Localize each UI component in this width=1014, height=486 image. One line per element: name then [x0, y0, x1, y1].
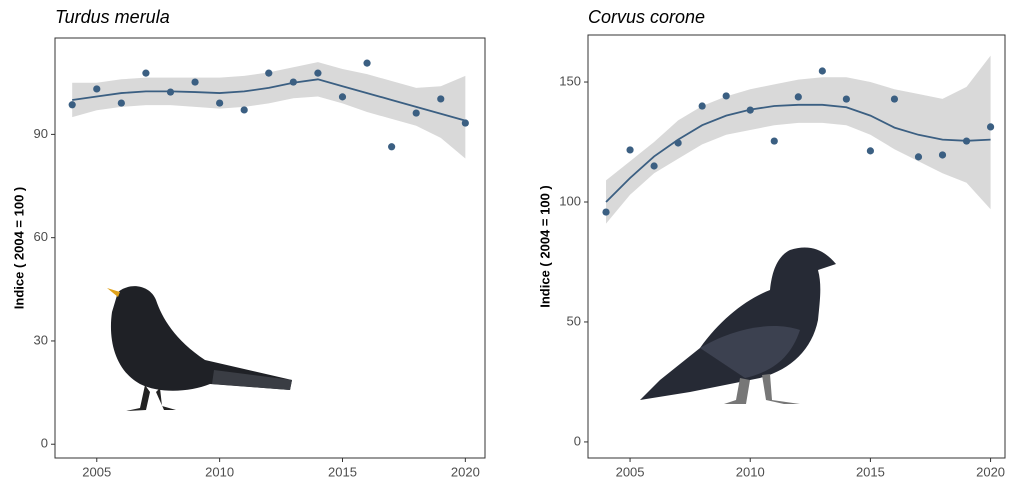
data-point	[770, 137, 778, 145]
data-point	[412, 109, 420, 117]
x-tick-label: 2015	[328, 464, 357, 479]
x-tick-label: 2005	[82, 464, 111, 479]
bird-shape	[724, 374, 800, 404]
data-point	[602, 208, 610, 216]
data-point	[818, 67, 826, 75]
x-tick-label: 2020	[976, 464, 1005, 479]
data-point	[265, 69, 273, 77]
data-point	[191, 78, 199, 86]
y-tick-label: 50	[567, 313, 581, 328]
y-tick-label: 30	[34, 332, 48, 347]
data-point	[866, 147, 875, 155]
data-point	[698, 102, 706, 110]
data-point	[142, 69, 150, 77]
y-tick-label: 90	[34, 126, 48, 141]
bird-shape	[110, 286, 293, 391]
data-point	[93, 85, 101, 93]
x-tick-label: 2010	[736, 464, 765, 479]
bird-shape	[107, 288, 120, 297]
data-point	[914, 153, 923, 161]
data-point	[746, 106, 754, 114]
plot-frame	[587, 34, 1006, 459]
data-point	[842, 95, 850, 103]
data-point	[986, 123, 995, 131]
data-point	[216, 99, 224, 107]
trend-line	[605, 103, 991, 203]
bird-shape	[212, 370, 292, 390]
data-point	[938, 151, 947, 159]
data-point	[461, 119, 469, 127]
x-tick-label: 2015	[856, 464, 885, 479]
data-point	[240, 106, 248, 114]
data-point	[650, 162, 658, 170]
data-point	[289, 78, 297, 86]
y-tick-label: 150	[559, 73, 581, 88]
y-tick-label: 60	[34, 229, 48, 244]
chart-title: Corvus corone	[588, 7, 705, 27]
bird-shape	[700, 326, 800, 378]
data-point	[166, 88, 175, 96]
confidence-band	[606, 55, 991, 224]
data-point	[314, 69, 322, 77]
x-tick-label: 2010	[205, 464, 234, 479]
data-point	[962, 137, 971, 145]
data-point	[626, 146, 634, 154]
illustrations	[107, 247, 836, 411]
y-tick-label: 100	[559, 193, 581, 208]
chart-title: Turdus merula	[55, 7, 170, 27]
data-point	[437, 95, 445, 103]
confidence-band	[72, 62, 466, 159]
trend-line	[72, 78, 466, 122]
data-point	[363, 59, 371, 67]
y-axis-label: Indice ( 2004 = 100 )	[11, 187, 26, 309]
bird-shape	[640, 247, 836, 400]
data-point	[388, 143, 396, 151]
x-tick-label: 2020	[451, 464, 480, 479]
data-point	[117, 99, 125, 107]
y-axis-label: Indice ( 2004 = 100 )	[537, 185, 552, 307]
data-point	[890, 95, 899, 103]
plot-frame	[54, 37, 486, 459]
data-point	[674, 139, 682, 147]
data-point	[338, 93, 347, 101]
data-point	[722, 92, 730, 100]
x-tick-label: 2005	[616, 464, 645, 479]
data-point	[794, 93, 802, 101]
y-tick-label: 0	[574, 433, 581, 448]
data-point	[68, 101, 76, 109]
y-tick-label: 0	[41, 436, 48, 451]
